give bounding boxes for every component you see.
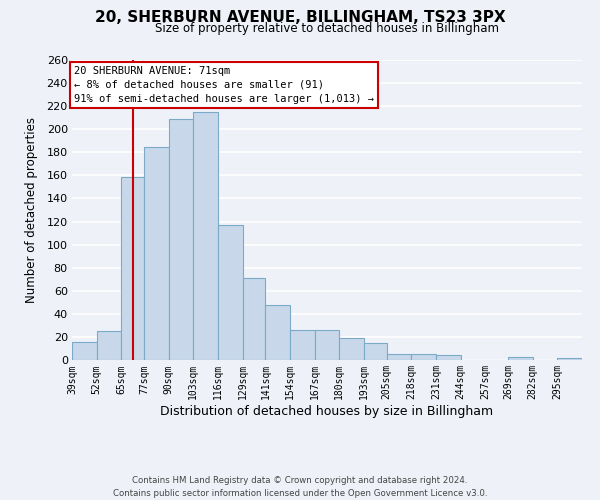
- Bar: [193, 112, 218, 360]
- Bar: [340, 338, 364, 360]
- Bar: [218, 225, 242, 360]
- Bar: [387, 354, 412, 360]
- Bar: [72, 342, 97, 360]
- Title: Size of property relative to detached houses in Billingham: Size of property relative to detached ho…: [155, 22, 499, 35]
- Bar: [436, 356, 461, 360]
- Text: 20 SHERBURN AVENUE: 71sqm
← 8% of detached houses are smaller (91)
91% of semi-d: 20 SHERBURN AVENUE: 71sqm ← 8% of detach…: [74, 66, 374, 104]
- Bar: [364, 342, 387, 360]
- X-axis label: Distribution of detached houses by size in Billingham: Distribution of detached houses by size …: [160, 405, 494, 418]
- Bar: [144, 146, 169, 360]
- Text: Contains HM Land Registry data © Crown copyright and database right 2024.
Contai: Contains HM Land Registry data © Crown c…: [113, 476, 487, 498]
- Bar: [242, 278, 265, 360]
- Bar: [314, 330, 340, 360]
- Bar: [412, 354, 436, 360]
- Bar: [97, 331, 121, 360]
- Bar: [557, 358, 582, 360]
- Y-axis label: Number of detached properties: Number of detached properties: [25, 117, 38, 303]
- Text: 20, SHERBURN AVENUE, BILLINGHAM, TS23 3PX: 20, SHERBURN AVENUE, BILLINGHAM, TS23 3P…: [95, 10, 505, 25]
- Bar: [121, 176, 144, 360]
- Bar: [265, 304, 290, 360]
- Bar: [508, 356, 533, 360]
- Bar: [169, 119, 193, 360]
- Bar: [290, 330, 314, 360]
